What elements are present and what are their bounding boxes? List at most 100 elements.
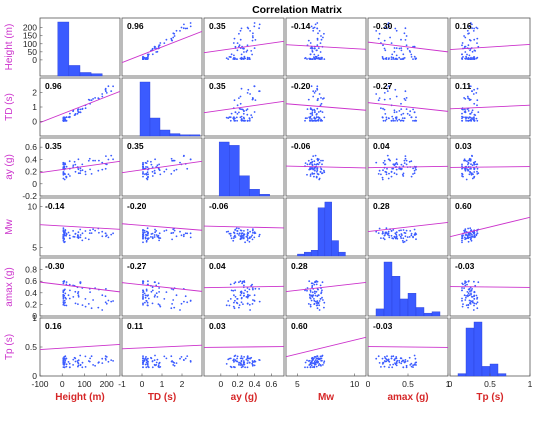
matrix-cell: -0.03 [449, 257, 531, 317]
fit-line [286, 44, 366, 50]
matrix-cell: 0.11 [121, 317, 203, 377]
scatter-point [92, 159, 94, 162]
correlation-label: 0.35 [209, 21, 226, 31]
scatter-point [186, 355, 189, 357]
scatter-point [382, 361, 385, 364]
scatter-point [62, 230, 65, 232]
scatter-point [317, 118, 320, 121]
scatter-point [382, 169, 384, 172]
scatter-point [172, 361, 175, 364]
scatter-point [309, 289, 312, 292]
scatter-point [393, 236, 396, 238]
scatter-point [147, 364, 149, 366]
scatter-point [101, 95, 104, 98]
histogram-bar [391, 276, 401, 317]
scatter-point [154, 364, 157, 367]
scatter-point [385, 360, 388, 363]
scatter-point [477, 281, 480, 284]
scatter-point [390, 119, 393, 122]
scatter-point [464, 45, 466, 48]
y-tick-label: 10 [28, 201, 38, 211]
scatter-point [470, 172, 473, 175]
scatter-point [390, 175, 393, 178]
scatter-point [227, 300, 230, 302]
scatter-point [311, 282, 314, 285]
scatter-point [247, 359, 249, 362]
matrix-cell: 0.60 [449, 197, 531, 257]
scatter-point [172, 231, 175, 234]
scatter-point [315, 56, 318, 58]
scatter-point [467, 117, 470, 120]
scatter-point [316, 27, 318, 30]
scatter-point [311, 284, 314, 287]
scatter-point [239, 95, 242, 98]
scatter-point [309, 53, 312, 56]
scatter-point [234, 354, 237, 357]
cell-frame [121, 77, 203, 137]
scatter-point [313, 163, 316, 166]
scatter-point [314, 294, 317, 297]
matrix-cell [39, 17, 121, 77]
scatter-point [253, 294, 256, 297]
x-tick-label: 1 [160, 379, 165, 389]
scatter-point [236, 113, 239, 115]
scatter-point [79, 281, 82, 284]
scatter-point [311, 109, 314, 112]
scatter-point [234, 359, 237, 362]
scatter-point [380, 173, 382, 176]
row-label: amax (g) [4, 267, 15, 306]
scatter-point [467, 306, 469, 309]
scatter-point [84, 298, 87, 300]
scatter-point [465, 295, 468, 297]
scatter-point [316, 87, 318, 90]
scatter-point [403, 231, 406, 234]
scatter-point [473, 295, 475, 298]
scatter-point [398, 56, 401, 59]
scatter-point [183, 154, 185, 157]
scatter-point [461, 305, 464, 308]
fit-line [204, 346, 284, 348]
scatter-point [243, 51, 245, 53]
scatter-point [143, 292, 146, 295]
scatter-point [142, 175, 144, 178]
scatter-point [246, 362, 249, 364]
scatter-point [317, 364, 320, 367]
scatter-point [246, 239, 249, 242]
scatter-point [105, 92, 108, 94]
scatter-point [408, 356, 411, 359]
scatter-point [233, 116, 235, 118]
scatter-point [384, 119, 387, 122]
scatter-point [400, 237, 403, 240]
scatter-point [240, 301, 243, 304]
scatter-point [410, 175, 413, 178]
scatter-point [464, 168, 466, 171]
scatter-point [229, 56, 232, 58]
scatter-point [232, 42, 235, 44]
scatter-point [473, 176, 475, 179]
scatter-point [306, 163, 309, 166]
scatter-point [165, 229, 168, 232]
histogram-bar [338, 251, 346, 257]
scatter-point [64, 118, 67, 121]
correlation-label: 0.60 [291, 321, 308, 331]
scatter-point [402, 229, 405, 231]
scatter-point [389, 98, 391, 100]
scatter-point [84, 366, 87, 368]
fit-line [40, 90, 120, 124]
scatter-point [246, 231, 249, 234]
scatter-point [63, 165, 66, 168]
scatter-point [316, 37, 319, 40]
scatter-point [399, 119, 402, 122]
scatter-point [473, 232, 475, 235]
correlation-label: 0.04 [209, 261, 226, 271]
scatter-point [234, 45, 237, 48]
scatter-point [464, 282, 466, 285]
scatter-point [391, 366, 394, 369]
scatter-point [252, 228, 254, 231]
scatter-point [73, 160, 76, 163]
histogram-bar [375, 308, 385, 317]
scatter-point [62, 235, 65, 238]
scatter-point [306, 173, 308, 176]
scatter-point [469, 116, 472, 119]
fit-line [286, 282, 366, 292]
